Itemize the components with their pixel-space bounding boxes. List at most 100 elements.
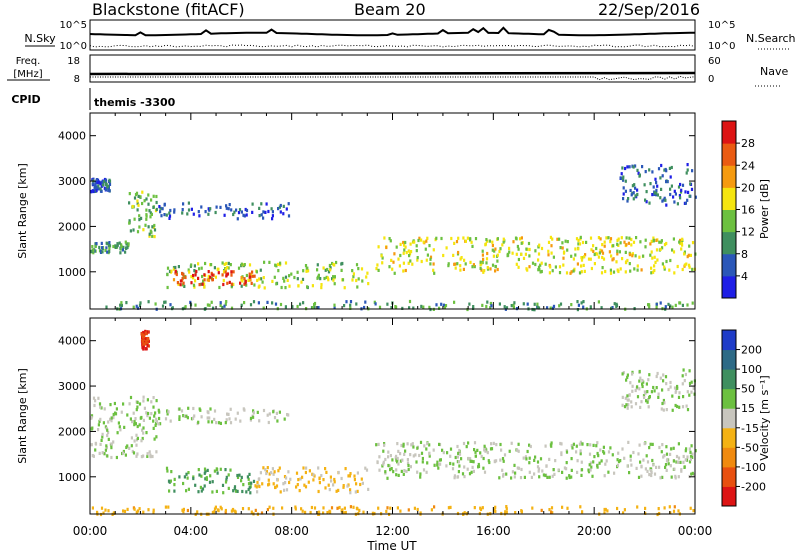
data-cell xyxy=(651,193,654,197)
data-cell xyxy=(542,473,545,477)
data-cell xyxy=(285,488,289,492)
data-cell xyxy=(505,306,509,310)
data-cell xyxy=(584,253,587,257)
data-cell xyxy=(265,470,268,474)
data-cell xyxy=(245,273,248,278)
data-cell xyxy=(236,489,239,493)
data-cell xyxy=(422,305,425,309)
data-cell xyxy=(101,246,104,250)
data-cell xyxy=(126,444,129,448)
data-cell xyxy=(135,191,139,195)
data-cell xyxy=(663,168,666,172)
data-cell xyxy=(141,428,144,432)
data-cell xyxy=(537,306,541,310)
data-cell xyxy=(253,283,256,287)
data-cell xyxy=(193,285,196,289)
data-cell xyxy=(513,301,516,305)
data-cell xyxy=(423,444,426,448)
data-cell xyxy=(224,302,227,306)
data-cell xyxy=(691,471,694,475)
data-cell xyxy=(472,306,475,310)
data-cell xyxy=(416,470,419,474)
data-cell xyxy=(636,395,640,399)
data-cell xyxy=(480,454,483,459)
data-cell xyxy=(316,268,319,272)
data-cell xyxy=(568,475,571,480)
data-cell xyxy=(633,267,636,271)
data-cell xyxy=(406,458,409,462)
data-cell xyxy=(286,413,289,417)
data-cell xyxy=(337,488,340,492)
data-cell xyxy=(146,454,149,458)
data-cell xyxy=(549,306,552,310)
data-cell xyxy=(649,469,652,473)
data-cell xyxy=(187,406,190,410)
data-cell xyxy=(665,382,668,386)
data-cell xyxy=(664,167,667,172)
data-cell xyxy=(240,303,243,307)
data-cell xyxy=(166,285,169,290)
data-cell xyxy=(685,447,688,451)
data-cell xyxy=(547,249,550,253)
data-cell xyxy=(665,203,668,207)
data-cell xyxy=(420,259,423,264)
data-cell xyxy=(91,426,94,430)
data-cell xyxy=(245,213,248,217)
data-cell xyxy=(244,207,247,212)
data-cell xyxy=(282,204,285,208)
data-cell xyxy=(588,463,591,467)
data-cell xyxy=(147,202,150,206)
data-cell xyxy=(462,236,465,240)
data-cell xyxy=(493,249,496,253)
data-cell xyxy=(574,247,577,251)
data-cell xyxy=(673,189,676,193)
data-cell xyxy=(303,483,306,487)
data-cell xyxy=(639,240,642,244)
data-cell xyxy=(688,244,691,248)
data-cell xyxy=(209,407,212,411)
data-cell xyxy=(226,265,229,270)
data-cell xyxy=(639,376,642,380)
data-cell xyxy=(604,507,607,512)
data-cell xyxy=(349,306,352,310)
data-cell xyxy=(489,301,492,306)
data-cell xyxy=(467,456,470,461)
data-cell xyxy=(422,468,426,472)
data-cell xyxy=(172,267,176,271)
data-cell xyxy=(325,470,328,474)
data-cell xyxy=(687,253,690,257)
data-cell xyxy=(641,378,644,383)
data-cell xyxy=(409,242,412,246)
data-cell xyxy=(219,303,222,307)
data-cell xyxy=(552,304,556,308)
data-cell xyxy=(343,506,346,510)
data-cell xyxy=(322,511,325,515)
data-cell xyxy=(239,281,242,285)
data-cell xyxy=(616,506,619,511)
data-cell xyxy=(494,505,497,509)
data-cell xyxy=(241,507,245,511)
data-cell xyxy=(143,199,146,203)
data-cell xyxy=(186,476,189,480)
data-cell xyxy=(677,395,681,399)
nave-tick-low: 0 xyxy=(708,74,714,85)
data-cell xyxy=(660,407,663,411)
data-cell xyxy=(152,225,155,229)
data-cell xyxy=(267,420,270,425)
data-cell xyxy=(90,249,93,253)
data-cell xyxy=(422,240,425,244)
data-cell xyxy=(651,256,654,260)
data-cell xyxy=(688,265,691,269)
data-cell xyxy=(329,268,332,272)
data-cell xyxy=(117,421,120,425)
data-cell xyxy=(438,442,441,446)
data-cell xyxy=(329,510,332,514)
data-cell xyxy=(328,263,331,268)
data-cell xyxy=(208,303,211,307)
data-cell xyxy=(672,195,675,199)
data-cell xyxy=(415,244,418,248)
data-cell xyxy=(167,410,170,414)
data-cell xyxy=(496,259,499,263)
data-cell xyxy=(178,475,181,479)
data-cell xyxy=(299,477,302,481)
